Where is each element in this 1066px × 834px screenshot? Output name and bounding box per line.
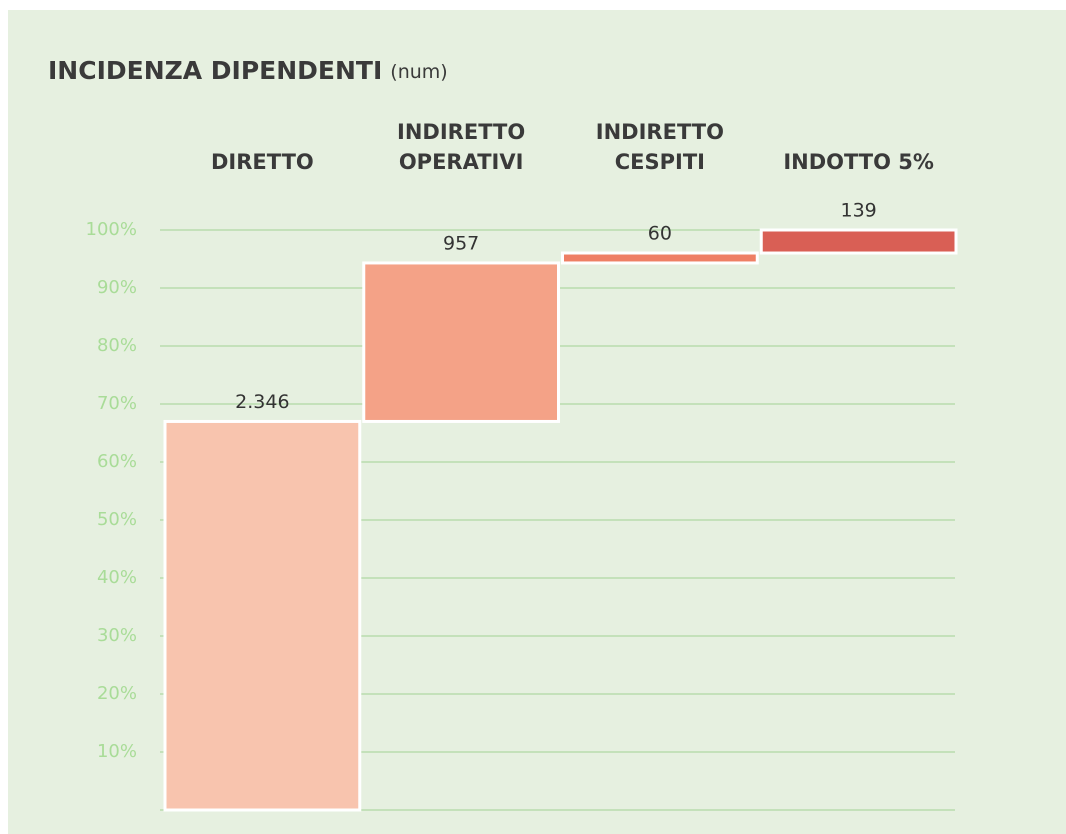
- data-label: 957: [443, 232, 479, 254]
- category-label: INDOTTO 5%: [783, 150, 934, 174]
- category-label: INDIRETTO: [596, 120, 724, 144]
- title: INCIDENZA DIPENDENTI: [48, 56, 382, 85]
- category-label: CESPITI: [615, 150, 705, 174]
- subtitle: (num): [390, 61, 447, 83]
- bar: [759, 228, 958, 255]
- chart-title: INCIDENZA DIPENDENTI (num): [48, 56, 448, 85]
- y-tick-label: 100%: [86, 219, 137, 240]
- category-label: INDIRETTO: [397, 120, 525, 144]
- y-tick-label: 40%: [97, 567, 137, 588]
- y-tick-label: 30%: [97, 625, 137, 646]
- y-tick-label: 90%: [97, 277, 137, 298]
- y-tick-label: 50%: [97, 509, 137, 530]
- data-label: 60: [648, 223, 672, 245]
- category-label: OPERATIVI: [399, 150, 524, 174]
- bar: [561, 251, 759, 265]
- bar: [362, 261, 560, 423]
- data-label: 139: [840, 200, 876, 222]
- y-tick-label: 70%: [97, 393, 137, 414]
- y-tick-label: 60%: [97, 451, 137, 472]
- category-label: DIRETTO: [211, 150, 314, 174]
- y-tick-label: 20%: [97, 683, 137, 704]
- bar: [163, 419, 362, 812]
- y-tick-label: 10%: [97, 741, 137, 762]
- data-label: 2.346: [235, 391, 289, 413]
- y-tick-label: 80%: [97, 335, 137, 356]
